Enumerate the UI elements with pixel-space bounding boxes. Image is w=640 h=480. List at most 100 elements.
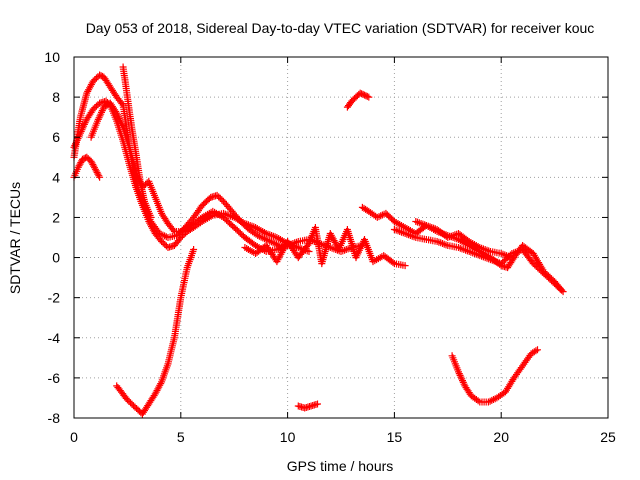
data-point: [75, 133, 83, 141]
data-point: [89, 161, 97, 168]
data-point: [377, 212, 385, 220]
data-point: [157, 380, 165, 388]
data-point: [261, 229, 268, 236]
data-point: [114, 113, 122, 121]
data-point: [118, 100, 126, 107]
data-point: [254, 232, 262, 239]
data-point: [159, 231, 167, 239]
data-point: [91, 76, 99, 84]
data-point: [213, 191, 221, 199]
data-point: [91, 104, 99, 112]
data-point: [87, 157, 95, 165]
y-tick-label: -2: [48, 290, 61, 306]
y-tick-label: -6: [48, 370, 61, 386]
data-point: [532, 347, 540, 355]
data-point: [96, 112, 104, 120]
data-point: [373, 213, 381, 221]
x-tick-label: 5: [177, 429, 185, 445]
data-point: [401, 262, 409, 270]
data-point: [147, 213, 155, 221]
x-axis-title: GPS time / hours: [287, 458, 394, 474]
data-point: [161, 241, 169, 248]
data-point: [92, 74, 100, 82]
data-point: [94, 170, 102, 178]
data-point: [557, 286, 565, 294]
data-point: [96, 173, 104, 181]
data-point: [455, 368, 462, 376]
y-tick-label: 2: [52, 209, 60, 225]
data-point: [75, 162, 83, 170]
data-point: [375, 213, 383, 221]
series-arc-m: [448, 346, 541, 406]
data-point: [257, 233, 265, 241]
data-point: [363, 92, 371, 100]
data-point: [73, 136, 81, 144]
data-point: [486, 397, 494, 405]
series-arc-d: [70, 153, 104, 181]
x-tick-labels: 0 5 10 15 20 25: [70, 429, 616, 445]
data-point: [556, 284, 564, 292]
y-axis-title: SDTVAR / TECUs: [7, 182, 23, 294]
data-point: [474, 397, 482, 405]
data-point: [465, 248, 473, 255]
data-point: [218, 196, 226, 204]
x-tick-label: 0: [70, 429, 78, 445]
series-arc-f: [113, 246, 198, 418]
data-point: [267, 238, 275, 246]
data-point: [80, 120, 88, 128]
data-point: [76, 129, 84, 137]
data-point: [243, 220, 251, 228]
data-point: [269, 239, 277, 247]
data-point: [225, 211, 233, 219]
x-tick-label: 25: [600, 429, 616, 445]
data-point: [92, 102, 100, 110]
data-point: [216, 194, 224, 202]
data-point: [439, 230, 446, 237]
y-tick-label: 0: [52, 250, 60, 266]
x-tick-label: 15: [387, 429, 403, 445]
data-point: [169, 226, 177, 234]
y-tick-labels: -8 -6 -4 -2 0 2 4 6 8 10: [44, 49, 60, 426]
data-point: [255, 232, 263, 240]
data-point: [142, 180, 150, 188]
data-point: [190, 246, 198, 253]
data-point: [158, 238, 166, 245]
data-point: [421, 221, 429, 229]
data-point: [90, 162, 98, 170]
data-point: [91, 165, 99, 173]
y-tick-label: -8: [48, 410, 61, 426]
data-point: [305, 248, 313, 255]
data-point: [341, 246, 349, 254]
y-tick-label: 8: [52, 89, 60, 105]
data-point: [72, 140, 80, 148]
data-point: [447, 233, 455, 241]
data-point: [89, 77, 97, 85]
series-arc-b: [70, 97, 313, 255]
x-tick-label: 20: [493, 429, 509, 445]
data-point: [161, 232, 169, 240]
data-point: [91, 164, 98, 172]
series-layer: [70, 63, 567, 418]
data-point: [74, 163, 82, 171]
data-point: [484, 398, 492, 406]
data-point: [94, 115, 102, 123]
data-point: [304, 241, 312, 249]
data-point: [215, 193, 223, 201]
series-arc-l: [412, 218, 565, 294]
y-tick-label: -4: [48, 330, 61, 346]
data-point: [76, 160, 84, 168]
data-point: [456, 371, 464, 379]
tick-layer: [73, 56, 609, 419]
data-point: [496, 260, 504, 268]
data-point: [271, 240, 279, 247]
data-point: [98, 107, 106, 115]
data-point: [394, 227, 402, 235]
data-point: [365, 93, 373, 101]
chart-title: Day 053 of 2018, Sidereal Day-to-day VTE…: [86, 20, 595, 36]
data-point: [259, 234, 267, 242]
data-point: [314, 400, 321, 408]
data-point: [261, 235, 268, 243]
data-point: [159, 239, 167, 247]
data-point: [118, 120, 125, 128]
